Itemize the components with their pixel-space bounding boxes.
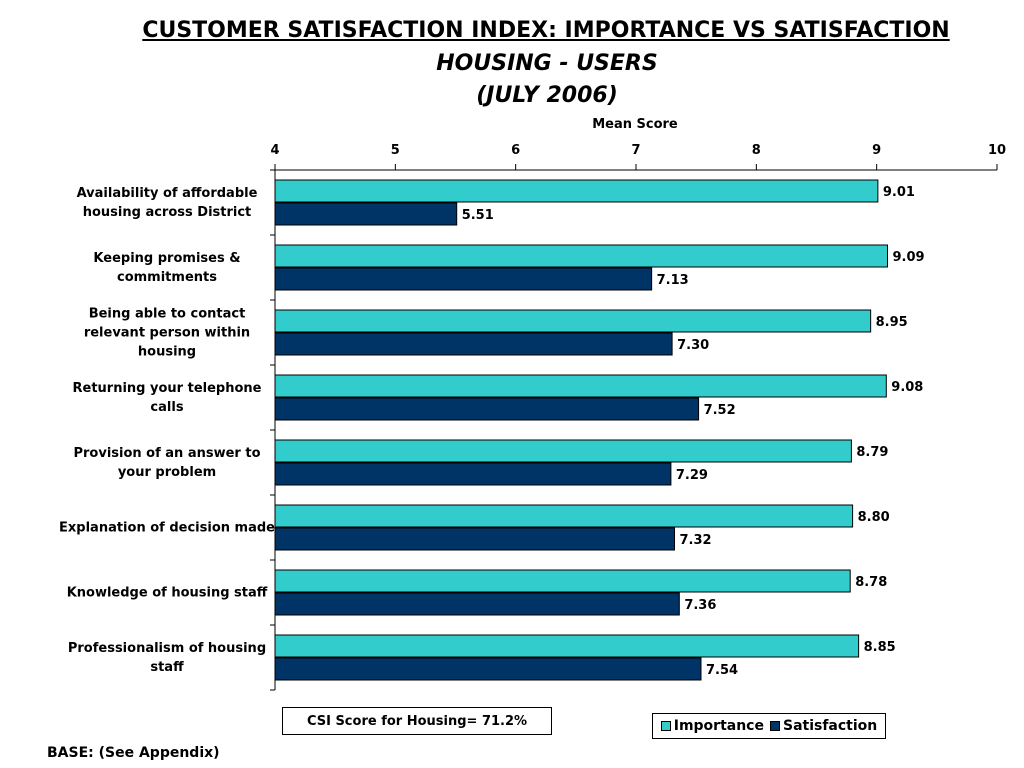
data-label-satisfaction: 7.29 <box>676 468 708 483</box>
bar-importance <box>274 179 879 203</box>
data-label-importance: 8.80 <box>858 510 890 525</box>
bar-importance <box>274 504 854 528</box>
x-tick-label: 7 <box>631 143 640 158</box>
bar-importance <box>274 634 860 658</box>
chart-subtitle: HOUSING - USERS <box>436 51 658 76</box>
legend: Importance Satisfaction <box>652 713 886 739</box>
chart-date: (JULY 2006) <box>476 83 618 108</box>
csi-score-text: CSI Score for Housing= 71.2% <box>306 713 528 729</box>
data-label-satisfaction: 7.32 <box>680 533 712 548</box>
category-label: Availability of affordable housing across… <box>77 186 258 220</box>
data-label-satisfaction: 7.13 <box>657 273 689 288</box>
bar-importance <box>274 244 888 268</box>
legend-swatch-importance <box>660 721 671 731</box>
category-label: Professionalism of housing staff <box>68 641 266 675</box>
data-label-importance: 9.01 <box>883 185 915 200</box>
bar-satisfaction <box>274 267 653 291</box>
category-label: Explanation of decision made <box>59 521 275 536</box>
legend-label-satisfaction: Satisfaction <box>782 718 878 734</box>
bar-satisfaction <box>274 657 702 681</box>
data-label-importance: 8.79 <box>856 445 888 460</box>
category-label: Keeping promises & commitments <box>93 251 240 285</box>
bar-satisfaction <box>274 332 673 356</box>
x-axis-label: Mean Score <box>592 117 678 132</box>
chart-title: CUSTOMER SATISFACTION INDEX: IMPORTANCE … <box>142 18 950 43</box>
legend-item-satisfaction: Satisfaction <box>769 718 878 734</box>
category-label: Returning your telephone calls <box>73 381 262 415</box>
bar-satisfaction <box>274 462 672 486</box>
data-label-satisfaction: 7.30 <box>677 338 709 353</box>
base-note: BASE: (See Appendix) <box>47 745 220 761</box>
data-label-importance: 9.08 <box>891 380 923 395</box>
legend-label-importance: Importance <box>673 718 764 734</box>
bar-satisfaction <box>274 397 700 421</box>
bar-satisfaction <box>274 527 676 551</box>
data-label-importance: 8.95 <box>876 315 908 330</box>
x-tick-label: 6 <box>511 143 520 158</box>
category-label: Knowledge of housing staff <box>67 586 268 601</box>
legend-item-importance: Importance <box>660 718 764 734</box>
x-tick-label: 4 <box>270 143 279 158</box>
data-label-satisfaction: 7.36 <box>684 598 716 613</box>
bar-importance <box>274 569 851 593</box>
x-tick-label: 5 <box>391 143 400 158</box>
data-label-satisfaction: 7.54 <box>706 663 738 678</box>
data-label-importance: 9.09 <box>892 250 924 265</box>
bar-importance <box>274 374 887 398</box>
bar-satisfaction <box>274 202 458 226</box>
category-label: Provision of an answer to your problem <box>73 446 260 480</box>
x-tick-label: 10 <box>988 143 1006 158</box>
data-label-importance: 8.78 <box>855 575 887 590</box>
x-tick-label: 8 <box>752 143 761 158</box>
bar-satisfaction <box>274 592 680 616</box>
data-label-satisfaction: 7.52 <box>704 403 736 418</box>
data-label-satisfaction: 5.51 <box>462 208 494 223</box>
category-label: Being able to contact relevant person wit… <box>84 307 250 360</box>
data-label-importance: 8.85 <box>864 640 896 655</box>
bar-importance <box>274 439 852 463</box>
x-tick-label: 9 <box>872 143 881 158</box>
csi-score-box: CSI Score for Housing= 71.2% <box>282 707 552 735</box>
bar-importance <box>274 309 872 333</box>
legend-swatch-satisfaction <box>769 721 780 731</box>
